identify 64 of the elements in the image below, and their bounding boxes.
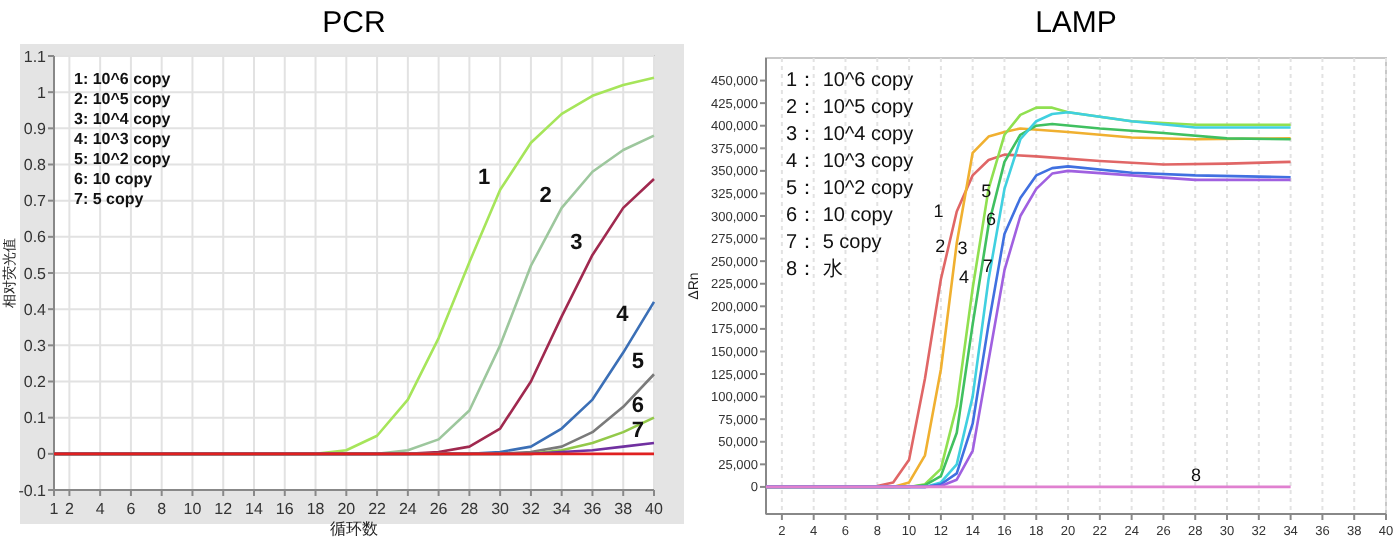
annotation: 1： 10^6 copy (786, 70, 914, 92)
annotation: 5 (631, 350, 644, 375)
chart-title: PCR (322, 6, 386, 40)
x-tick-label: 28 (460, 500, 480, 518)
x-tick-label: 40 (645, 500, 664, 518)
y-tick-label: 1.1 (23, 47, 48, 66)
annotation: 3： 10^4 copy (786, 124, 914, 146)
annotation: 2 (935, 235, 946, 256)
y-tick-label: 0.7 (23, 192, 48, 211)
annotation: 1: 10^6 copy (74, 70, 172, 88)
annotation: 4 (958, 267, 970, 288)
x-tick-label: 34 (552, 500, 572, 518)
annotation: 2: 10^5 copy (74, 90, 172, 108)
annotation: 8： 水 (786, 257, 843, 281)
x-tick-label: 36 (583, 500, 603, 518)
annotation: 1 (933, 201, 944, 222)
annotation: 1 (477, 165, 491, 190)
x-tick-label: 20 (337, 500, 357, 518)
y-tick-label: 0.2 (23, 373, 48, 392)
annotation: 3 (957, 238, 968, 259)
annotation: 4 (616, 303, 631, 328)
x-tick-label: 4 (95, 500, 106, 518)
y-tick-label: 0.4 (23, 300, 48, 319)
x-tick-label: 18 (306, 500, 326, 518)
x-tick-label: 2 (64, 500, 75, 518)
y-tick-label: 0.5 (23, 264, 48, 283)
x-axis-title: 循环数 (330, 520, 378, 538)
x-tick-label: 32 (522, 500, 541, 518)
annotation: 2： 10^5 copy (786, 97, 914, 119)
annotation: 4： 10^3 copy (786, 151, 914, 173)
x-tick-label: 30 (491, 500, 511, 518)
annotation: 5: 10^2 copy (74, 150, 172, 168)
x-tick-label: 10 (183, 500, 203, 518)
x-tick-label: 8 (157, 500, 168, 518)
annotation: 6: 10 copy (74, 170, 154, 188)
annotation: 8 (1191, 464, 1202, 485)
x-tick-label: 6 (126, 500, 137, 518)
x-tick-label: 14 (245, 500, 264, 518)
y-tick-label: -0.1 (18, 481, 48, 500)
annotation: 5： 10^2 copy (786, 178, 914, 200)
x-tick-label: 26 (429, 500, 449, 518)
chart-title: LAMP (1035, 6, 1117, 40)
x-tick-label: 16 (275, 500, 295, 518)
annotation: 7： 5 copy (786, 232, 882, 254)
y-tick-label: 0.1 (23, 409, 48, 428)
x-tick-label: 12 (214, 500, 234, 518)
x-tick-label: 24 (398, 500, 418, 518)
y-tick-label: 1 (37, 83, 48, 102)
annotation: 3 (570, 230, 583, 255)
y-tick-label: 0.9 (23, 119, 48, 138)
x-tick-label: 38 (614, 500, 634, 518)
y-tick-label: 0.8 (23, 156, 48, 175)
annotation: 6： 10 copy (786, 205, 893, 227)
y-tick-label: 0.3 (23, 336, 48, 355)
x-tick-label: 22 (368, 500, 388, 518)
annotation: 7: 5 copy (74, 190, 145, 208)
annotation: 6 (631, 393, 644, 418)
x-tick-label: 1 (49, 500, 60, 518)
annotation: 2 (539, 183, 552, 208)
y-tick-label: 0 (37, 445, 48, 464)
annotation: 7 (631, 418, 644, 443)
y-tick-label: 0.6 (23, 228, 48, 247)
annotation: 3: 10^4 copy (74, 110, 172, 128)
annotation: 4: 10^3 copy (74, 130, 172, 148)
